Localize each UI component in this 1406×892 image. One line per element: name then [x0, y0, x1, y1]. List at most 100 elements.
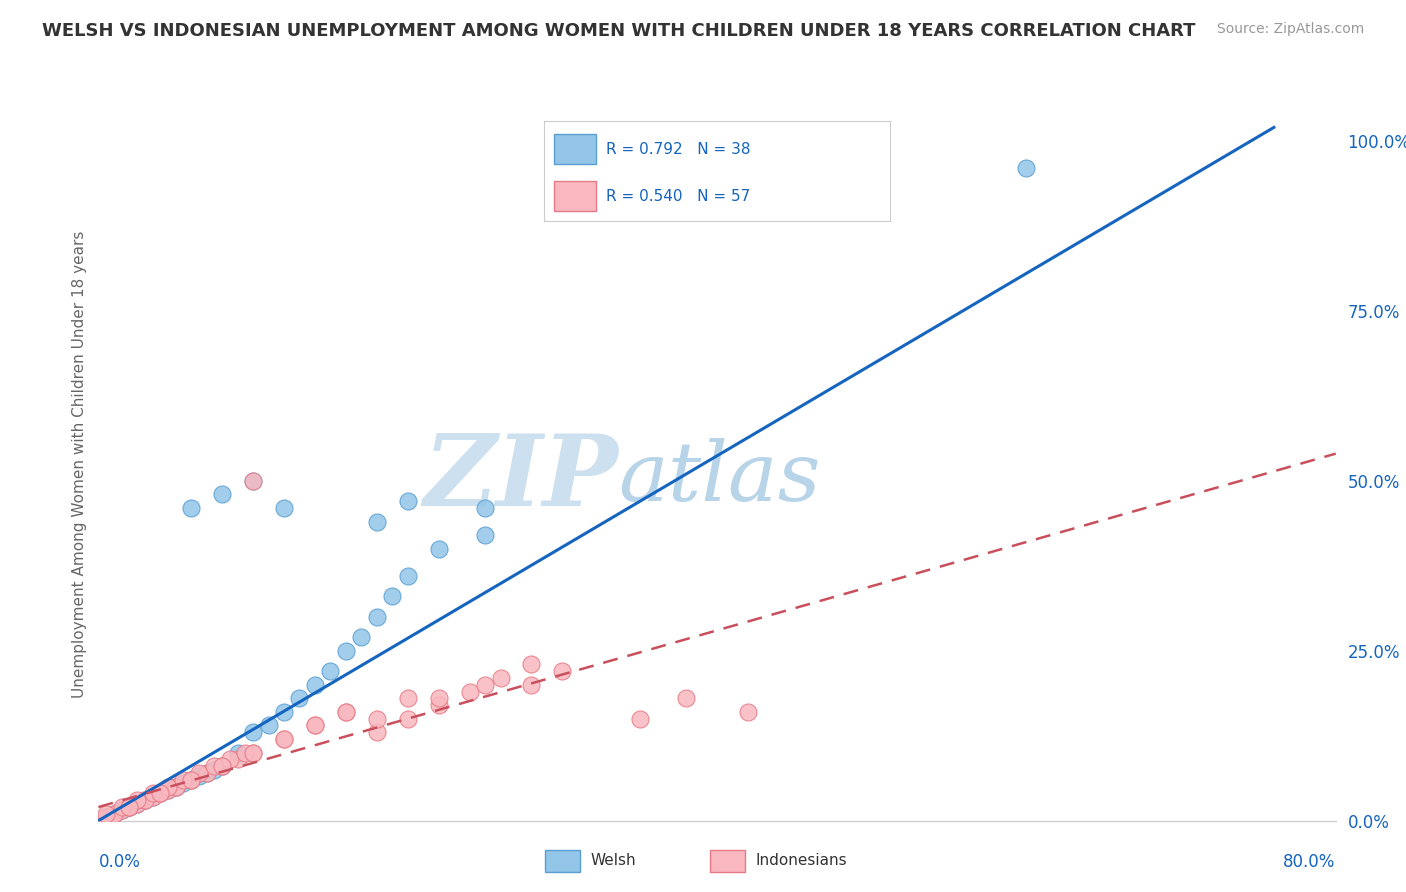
- Point: [366, 725, 388, 739]
- Point: [96, 810, 118, 824]
- Text: Welsh: Welsh: [591, 854, 636, 868]
- Point: [242, 746, 264, 760]
- Point: [304, 678, 326, 692]
- Point: [180, 772, 202, 787]
- Point: [127, 793, 149, 807]
- Point: [489, 671, 512, 685]
- Point: [288, 691, 311, 706]
- Point: [142, 789, 165, 804]
- Point: [134, 793, 156, 807]
- Point: [195, 766, 218, 780]
- Point: [335, 644, 357, 658]
- Point: [180, 772, 202, 787]
- Point: [96, 810, 118, 824]
- FancyBboxPatch shape: [544, 849, 581, 872]
- Point: [273, 705, 295, 719]
- Point: [458, 684, 481, 698]
- Point: [149, 787, 172, 801]
- Point: [127, 797, 149, 811]
- Point: [520, 657, 543, 672]
- Point: [396, 494, 419, 508]
- Point: [242, 474, 264, 488]
- Point: [211, 759, 233, 773]
- Point: [103, 806, 125, 821]
- Text: 0.0%: 0.0%: [98, 853, 141, 871]
- Point: [157, 783, 180, 797]
- Point: [173, 772, 195, 787]
- Point: [96, 806, 118, 821]
- Point: [142, 787, 165, 801]
- Point: [366, 609, 388, 624]
- Point: [474, 528, 496, 542]
- Point: [427, 541, 450, 556]
- Point: [273, 501, 295, 516]
- Point: [211, 759, 233, 773]
- Point: [118, 800, 141, 814]
- Point: [273, 732, 295, 747]
- Point: [319, 664, 342, 678]
- Point: [134, 793, 156, 807]
- Point: [1015, 161, 1038, 176]
- Point: [427, 691, 450, 706]
- Text: Source: ZipAtlas.com: Source: ZipAtlas.com: [1216, 22, 1364, 37]
- Point: [118, 800, 141, 814]
- Point: [195, 766, 218, 780]
- Point: [149, 787, 172, 801]
- Point: [118, 800, 141, 814]
- Text: Indonesians: Indonesians: [756, 854, 848, 868]
- Point: [242, 474, 264, 488]
- Point: [628, 712, 651, 726]
- Point: [134, 793, 156, 807]
- Point: [180, 501, 202, 516]
- Point: [173, 776, 195, 790]
- Point: [180, 772, 202, 787]
- Y-axis label: Unemployment Among Women with Children Under 18 years: Unemployment Among Women with Children U…: [72, 230, 87, 698]
- Point: [204, 763, 226, 777]
- Point: [188, 769, 211, 783]
- Point: [142, 789, 165, 804]
- Point: [226, 746, 249, 760]
- Point: [396, 712, 419, 726]
- Point: [157, 783, 180, 797]
- FancyBboxPatch shape: [710, 849, 745, 872]
- Point: [211, 487, 233, 501]
- Point: [149, 787, 172, 801]
- Point: [165, 780, 187, 794]
- Point: [219, 752, 242, 766]
- Point: [157, 780, 180, 794]
- Point: [111, 800, 134, 814]
- Text: atlas: atlas: [619, 438, 821, 518]
- Point: [350, 630, 373, 644]
- Point: [396, 569, 419, 583]
- Point: [149, 787, 172, 801]
- Point: [165, 780, 187, 794]
- Point: [304, 718, 326, 732]
- Point: [737, 705, 759, 719]
- Point: [211, 759, 233, 773]
- Point: [396, 691, 419, 706]
- Point: [235, 746, 257, 760]
- Point: [675, 691, 697, 706]
- Point: [188, 766, 211, 780]
- Point: [273, 732, 295, 747]
- Point: [304, 718, 326, 732]
- Point: [366, 515, 388, 529]
- Point: [127, 797, 149, 811]
- Point: [474, 678, 496, 692]
- Point: [335, 705, 357, 719]
- Point: [520, 678, 543, 692]
- Point: [366, 712, 388, 726]
- Point: [427, 698, 450, 712]
- Text: 80.0%: 80.0%: [1284, 853, 1336, 871]
- Point: [381, 590, 404, 604]
- Point: [165, 780, 187, 794]
- Point: [111, 804, 134, 818]
- Point: [204, 759, 226, 773]
- Point: [242, 725, 264, 739]
- Point: [226, 752, 249, 766]
- Point: [103, 806, 125, 821]
- Point: [118, 800, 141, 814]
- Point: [111, 804, 134, 818]
- Point: [335, 705, 357, 719]
- Point: [242, 746, 264, 760]
